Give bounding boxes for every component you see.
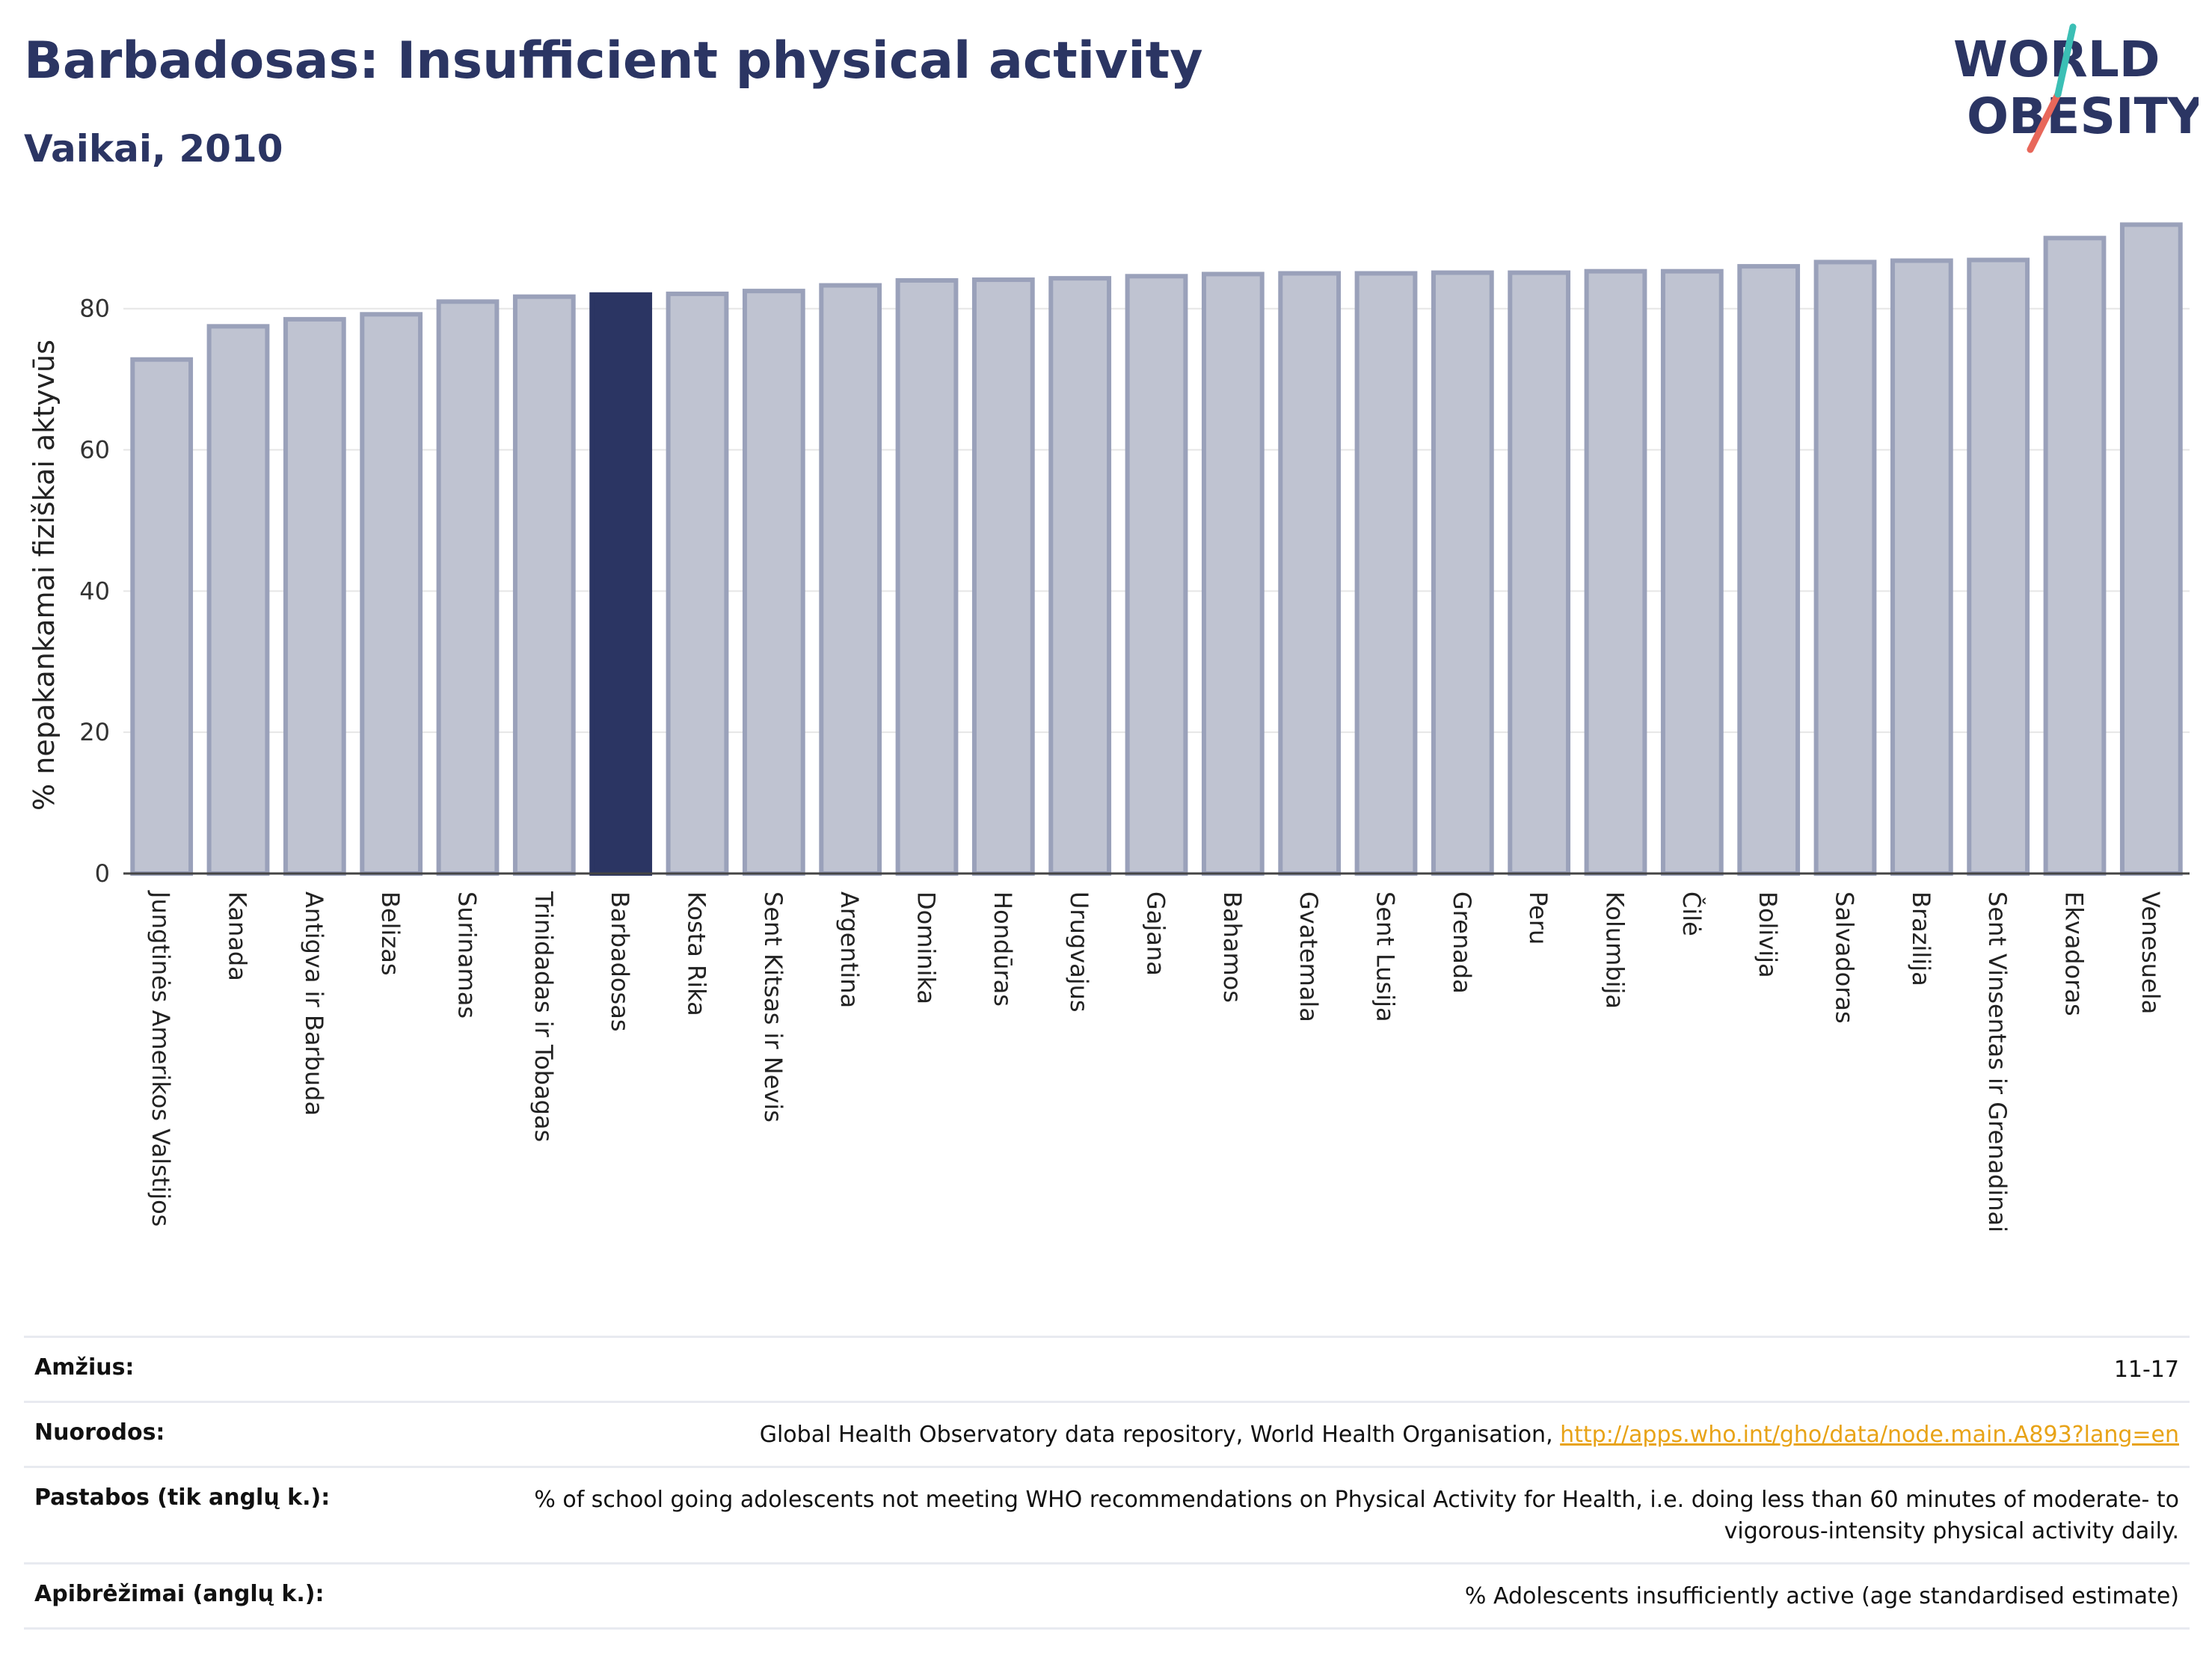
y-tick-label: 0 bbox=[95, 859, 110, 888]
x-category-label: Ekvadoras bbox=[2060, 891, 2089, 1016]
bar bbox=[512, 294, 576, 876]
logo-slash-teal bbox=[2054, 23, 2077, 98]
meta-value: 11-17 bbox=[2113, 1357, 2179, 1383]
bar bbox=[742, 289, 805, 876]
bar bbox=[819, 283, 882, 876]
y-tick-label: 80 bbox=[79, 295, 110, 323]
x-category-label: Brazilija bbox=[1907, 891, 1935, 986]
bar bbox=[971, 277, 1035, 876]
x-category-label: Urugvajus bbox=[1065, 891, 1093, 1013]
bar bbox=[206, 324, 270, 876]
bar bbox=[1278, 271, 1342, 876]
logo-text-obesity: OBESITY bbox=[1967, 87, 2199, 145]
source-text: Global Health Observatory data repositor… bbox=[759, 1422, 1561, 1448]
meta-row-notes: Pastabos (tik anglų k.): % of school goi… bbox=[24, 1466, 2190, 1562]
world-obesity-logo: WORLD OBESITY bbox=[1953, 23, 2199, 153]
bar bbox=[1354, 271, 1418, 876]
bar-chart: 0 20 40 60 80 Jungtinės Amerikos Valstijos Ka… bbox=[28, 222, 2190, 1232]
metadata-table: Amžius: 11-17 Nuorodos: Global Health Ob… bbox=[24, 1336, 2190, 1630]
meta-key: Apibrėžimai (anglų k.): bbox=[34, 1581, 325, 1607]
bar bbox=[1508, 270, 1571, 876]
x-category-label: Hondūras bbox=[989, 891, 1017, 1007]
source-link[interactable]: http://apps.who.int/gho/data/node.main.A… bbox=[1560, 1422, 2179, 1448]
bar bbox=[283, 316, 346, 876]
x-category-label: Gvatemala bbox=[1294, 891, 1323, 1022]
meta-row-definitions: Apibrėžimai (anglų k.): % Adolescents in… bbox=[24, 1562, 2190, 1630]
meta-value: Global Health Observatory data repositor… bbox=[760, 1419, 2179, 1451]
x-category-label: Venesuela bbox=[2136, 891, 2165, 1014]
x-axis-categories: Jungtinės Amerikos Valstijos Kanada Antigv… bbox=[147, 890, 2165, 1232]
y-axis-label: % nepakankamai fiziškai aktyvūs bbox=[28, 340, 61, 811]
y-tick-label: 60 bbox=[79, 436, 110, 464]
x-category-label: Belizas bbox=[376, 891, 405, 976]
bar bbox=[1125, 274, 1188, 876]
bar bbox=[130, 357, 194, 876]
chart-subtitle: Vaikai, 2010 bbox=[24, 127, 283, 171]
x-category-label: Sent Vinsentas ir Grenadinai bbox=[1983, 891, 2012, 1232]
x-category-label: Trinidadas ir Tobagas bbox=[529, 891, 558, 1142]
bar bbox=[1660, 268, 1724, 876]
x-category-label: Dominika bbox=[912, 891, 941, 1004]
meta-row-age: Amžius: 11-17 bbox=[24, 1336, 2190, 1401]
x-category-label: Sent Lusija bbox=[1371, 891, 1400, 1022]
y-tick-label: 20 bbox=[79, 718, 110, 746]
bar bbox=[1890, 258, 1953, 876]
bar bbox=[1813, 260, 1877, 876]
meta-key: Pastabos (tik anglų k.): bbox=[34, 1484, 331, 1511]
meta-value: % of school going adolescents not meetin… bbox=[534, 1487, 2179, 1544]
x-category-label: Grenada bbox=[1448, 891, 1476, 994]
bar bbox=[2043, 236, 2107, 876]
x-category-label: Gajana bbox=[1142, 891, 1170, 976]
bars bbox=[130, 222, 2183, 876]
bar bbox=[360, 312, 423, 876]
bar bbox=[1201, 271, 1265, 876]
bar bbox=[2119, 222, 2183, 876]
y-axis-ticks: 0 20 40 60 80 bbox=[79, 295, 110, 888]
x-category-label: Salvadoras bbox=[1831, 891, 1859, 1024]
meta-key: Nuorodos: bbox=[34, 1419, 165, 1446]
meta-key: Amžius: bbox=[34, 1354, 135, 1381]
bar bbox=[1431, 270, 1494, 876]
bar bbox=[895, 277, 959, 876]
logo-text-world: WORLD bbox=[1953, 31, 2160, 88]
bar bbox=[1048, 276, 1112, 876]
x-category-label: Kanada bbox=[224, 891, 252, 981]
meta-value: % Adolescents insufficiently active (age… bbox=[1464, 1583, 2179, 1609]
bar bbox=[1737, 264, 1801, 876]
x-category-label: Bahamos bbox=[1218, 891, 1247, 1003]
x-category-label: Jungtinės Amerikos Valstijos bbox=[147, 890, 175, 1226]
bar bbox=[436, 299, 500, 876]
x-category-label: Kosta Rika bbox=[683, 891, 711, 1016]
x-category-label: Peru bbox=[1524, 891, 1552, 945]
x-category-label: Čilė bbox=[1677, 891, 1706, 936]
chart-title: Barbadosas: Insufficient physical activi… bbox=[24, 31, 1203, 90]
bar bbox=[1584, 268, 1647, 876]
y-tick-label: 40 bbox=[79, 577, 110, 605]
logo-slash-accent bbox=[2027, 90, 2062, 153]
meta-row-sources: Nuorodos: Global Health Observatory data… bbox=[24, 1401, 2190, 1466]
bar bbox=[589, 292, 653, 876]
bar bbox=[1967, 257, 2030, 876]
x-category-label: Antigva ir Barbuda bbox=[300, 891, 328, 1116]
x-category-label: Kolumbija bbox=[1601, 891, 1629, 1009]
bar bbox=[666, 291, 729, 876]
x-category-label: Surinamas bbox=[453, 891, 482, 1019]
x-category-label: Barbadosas bbox=[606, 891, 634, 1031]
x-category-label: Sent Kitsas ir Nevis bbox=[759, 891, 787, 1123]
x-category-label: Argentina bbox=[835, 891, 864, 1008]
x-category-label: Bolivija bbox=[1754, 891, 1782, 978]
